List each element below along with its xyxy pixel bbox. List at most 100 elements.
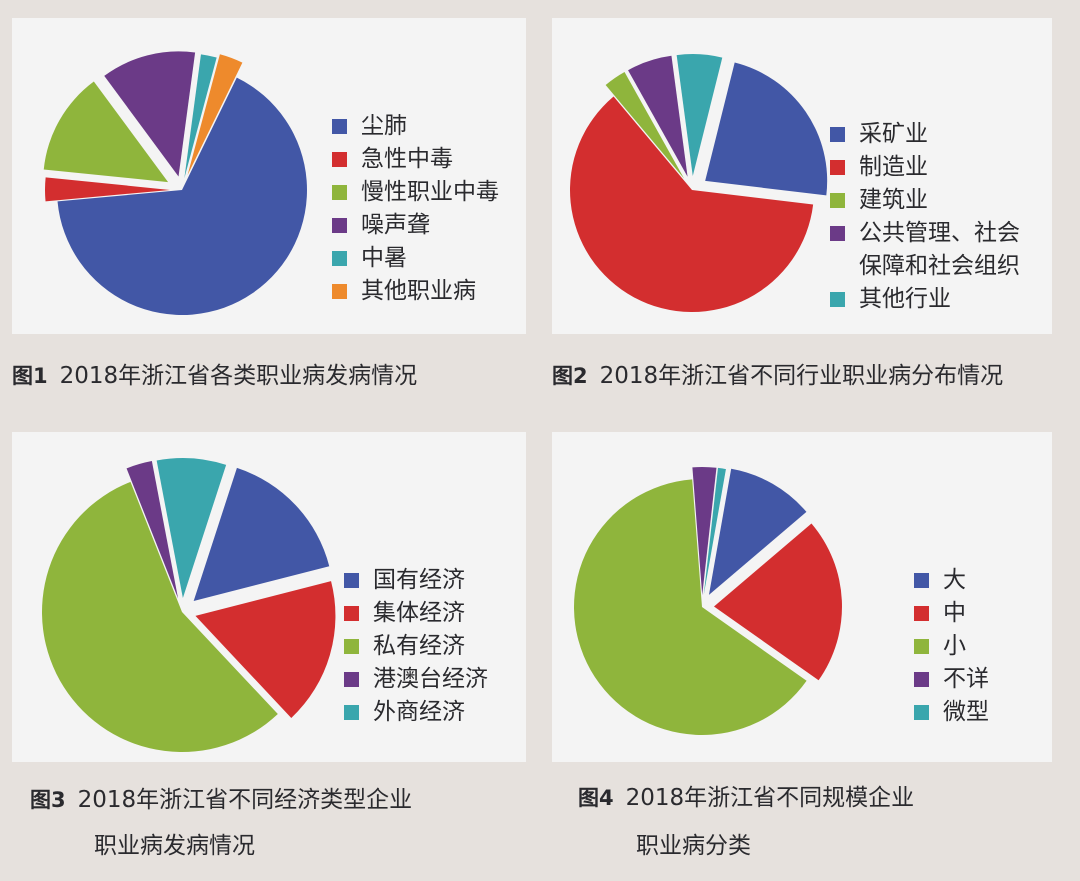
legend-item: 不详 bbox=[914, 663, 989, 696]
legend-label: 制造业 bbox=[859, 154, 928, 180]
legend-label: 国有经济 bbox=[373, 567, 465, 593]
pie-slice-2-3 bbox=[605, 71, 685, 179]
legend-3: 国有经济集体经济私有经济港澳台经济外商经济 bbox=[344, 564, 488, 729]
pie-slice-3-5 bbox=[156, 458, 227, 599]
legend-swatch bbox=[332, 152, 347, 167]
caption-text: 2018年浙江省不同规模企业 bbox=[625, 785, 915, 811]
legend-swatch bbox=[830, 226, 845, 241]
legend-label: 外商经济 bbox=[373, 699, 465, 725]
pie-slice-1-1 bbox=[57, 77, 307, 315]
legend-item: 慢性职业中毒 bbox=[332, 176, 499, 209]
legend-item: 港澳台经济 bbox=[344, 663, 488, 696]
chart-caption-2: 图2 2018年浙江省不同行业职业病分布情况 bbox=[552, 356, 1003, 396]
legend-swatch bbox=[344, 672, 359, 687]
chart-panel-3: 国有经济集体经济私有经济港澳台经济外商经济 bbox=[12, 432, 526, 762]
legend-item: 私有经济 bbox=[344, 630, 488, 663]
legend-swatch bbox=[914, 606, 929, 621]
pie-chart-3 bbox=[42, 458, 336, 752]
legend-label: 小 bbox=[943, 633, 966, 659]
legend-item: 尘肺 bbox=[332, 110, 499, 143]
legend-swatch bbox=[344, 606, 359, 621]
caption-text: 2018年浙江省不同行业职业病分布情况 bbox=[599, 363, 1004, 389]
legend-1: 尘肺急性中毒慢性职业中毒 噪声聋中暑其他职业病 bbox=[332, 110, 499, 308]
legend-item: 中 bbox=[914, 597, 989, 630]
caption-text: 2018年浙江省各类职业病发病情况 bbox=[59, 363, 418, 389]
pie-slice-1-5 bbox=[184, 54, 217, 179]
pie-slice-4-5 bbox=[703, 467, 726, 596]
caption-number: 图4 bbox=[578, 786, 614, 810]
pie-slice-1-3 bbox=[43, 81, 169, 183]
legend-swatch bbox=[914, 672, 929, 687]
legend-label: 中 bbox=[943, 600, 966, 626]
pie-chart-2 bbox=[569, 54, 828, 313]
legend-swatch bbox=[830, 292, 845, 307]
pie-chart-4 bbox=[574, 467, 842, 735]
legend-label: 集体经济 bbox=[373, 600, 465, 626]
legend-swatch bbox=[914, 639, 929, 654]
legend-swatch bbox=[344, 639, 359, 654]
legend-item: 急性中毒 bbox=[332, 143, 499, 176]
legend-label: 不详 bbox=[943, 666, 989, 692]
legend-label: 中暑 bbox=[361, 245, 407, 271]
legend-swatch bbox=[332, 284, 347, 299]
legend-swatch bbox=[332, 218, 347, 233]
legend-item: 公共管理、社会 保障和社会组织 bbox=[830, 217, 1020, 283]
legend-label: 慢性职业中毒 bbox=[361, 179, 499, 205]
legend-label: 微型 bbox=[943, 699, 989, 725]
legend-swatch bbox=[332, 251, 347, 266]
legend-swatch bbox=[332, 185, 347, 200]
chart-caption-3-line-2: 职业病发病情况 bbox=[94, 833, 255, 859]
pie-slice-3-2 bbox=[195, 581, 336, 718]
pie-slice-2-5 bbox=[676, 54, 723, 177]
legend-item: 中暑 bbox=[332, 242, 499, 275]
pie-slice-2-4 bbox=[628, 55, 688, 177]
legend-swatch bbox=[830, 193, 845, 208]
pie-chart-1 bbox=[43, 51, 307, 315]
legend-swatch bbox=[344, 573, 359, 588]
legend-label: 大 bbox=[943, 567, 966, 593]
legend-swatch bbox=[830, 127, 845, 142]
legend-2: 采矿业制造业建筑业公共管理、社会 保障和社会组织其他行业 bbox=[830, 118, 1020, 316]
legend-label: 尘肺 bbox=[361, 113, 407, 139]
pie-slice-2-1 bbox=[705, 62, 828, 196]
pie-slice-3-3 bbox=[42, 481, 278, 752]
legend-item: 大 bbox=[914, 564, 989, 597]
legend-label: 私有经济 bbox=[373, 633, 465, 659]
legend-label: 采矿业 bbox=[859, 121, 928, 147]
legend-item: 其他职业病 bbox=[332, 275, 499, 308]
caption-number: 图1 bbox=[12, 364, 48, 388]
pie-slice-3-1 bbox=[193, 467, 330, 602]
legend-swatch bbox=[914, 573, 929, 588]
caption-number: 图2 bbox=[552, 364, 588, 388]
legend-label: 噪声聋 bbox=[361, 212, 430, 238]
legend-label: 急性中毒 bbox=[361, 146, 453, 172]
legend-item: 微型 bbox=[914, 696, 989, 729]
pie-slice-1-4 bbox=[104, 51, 196, 177]
chart-caption-4-line-2: 职业病分类 bbox=[636, 833, 751, 859]
legend-label: 建筑业 bbox=[859, 187, 928, 213]
pie-slice-4-4 bbox=[692, 467, 717, 596]
pie-slice-3-4 bbox=[126, 461, 179, 599]
pie-slice-1-2 bbox=[45, 177, 171, 202]
pie-slice-2-2 bbox=[569, 96, 814, 313]
legend-swatch bbox=[914, 705, 929, 720]
chart-panel-1: 尘肺急性中毒慢性职业中毒 噪声聋中暑其他职业病 bbox=[12, 18, 526, 334]
chart-panel-2: 采矿业制造业建筑业公共管理、社会 保障和社会组织其他行业 bbox=[552, 18, 1052, 334]
caption-text: 2018年浙江省不同经济类型企业 bbox=[77, 787, 413, 813]
legend-swatch bbox=[332, 119, 347, 134]
chart-caption-3: 图3 2018年浙江省不同经济类型企业 bbox=[30, 780, 412, 820]
legend-item: 其他行业 bbox=[830, 283, 1020, 316]
legend-4: 大中小不详 微型 bbox=[914, 564, 989, 729]
caption-number: 图3 bbox=[30, 788, 66, 812]
chart-caption-1: 图1 2018年浙江省各类职业病发病情况 bbox=[12, 356, 417, 396]
pie-slice-4-2 bbox=[713, 523, 842, 681]
legend-item: 小 bbox=[914, 630, 989, 663]
legend-item: 国有经济 bbox=[344, 564, 488, 597]
legend-swatch bbox=[344, 705, 359, 720]
legend-label: 其他行业 bbox=[859, 286, 951, 312]
legend-item: 采矿业 bbox=[830, 118, 1020, 151]
legend-item: 建筑业 bbox=[830, 184, 1020, 217]
pie-slice-4-1 bbox=[708, 468, 807, 595]
legend-label: 港澳台经济 bbox=[373, 666, 488, 692]
legend-item: 外商经济 bbox=[344, 696, 488, 729]
